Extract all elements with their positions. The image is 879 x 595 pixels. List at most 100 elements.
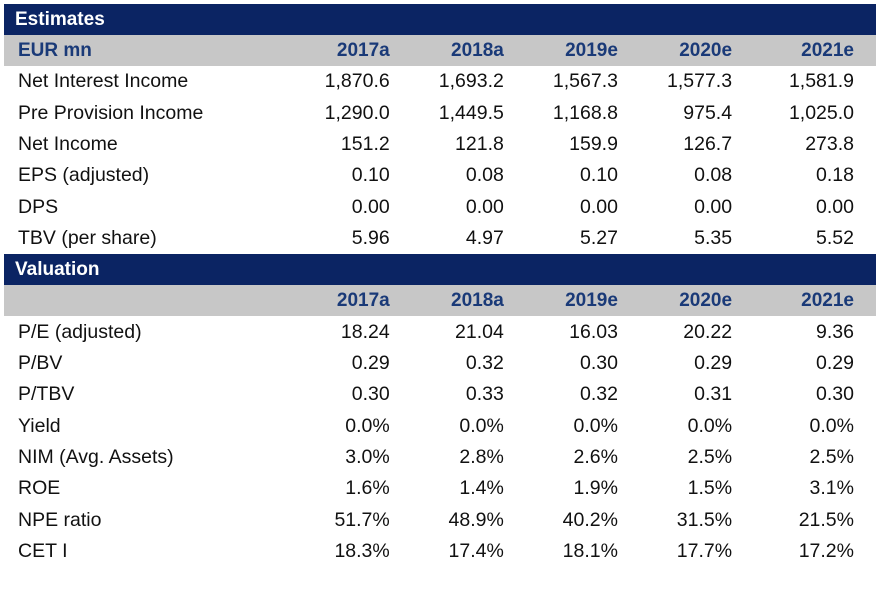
table-row: TBV (per share) 5.96 4.97 5.27 5.35 5.52	[4, 223, 876, 254]
valuation-section-title: Valuation	[4, 254, 876, 286]
table-cell: 4.97	[465, 227, 504, 250]
table-row: Net Income 151.2 121.8 159.9 126.7 273.8	[4, 129, 876, 160]
row-label: DPS	[18, 195, 59, 218]
table-cell: 0.00	[580, 195, 618, 218]
table-cell: 3.1%	[809, 477, 854, 500]
column-header: 2018a	[451, 289, 504, 311]
column-header: 2019e	[565, 39, 618, 61]
estimates-column-header-row: EUR mn 2017a 2018a 2019e 2020e 2021e	[4, 35, 876, 66]
table-cell: 121.8	[455, 132, 504, 155]
table-cell: 0.10	[580, 164, 618, 187]
table-cell: 1,025.0	[788, 101, 854, 124]
row-label: NIM (Avg. Assets)	[18, 446, 174, 469]
table-cell: 0.29	[351, 351, 390, 374]
table-cell: 18.1%	[562, 540, 618, 563]
table-cell: 0.29	[694, 351, 733, 374]
row-label: ROE	[18, 477, 61, 500]
table-cell: 1,449.5	[438, 101, 504, 124]
table-cell: 3.0%	[345, 446, 390, 469]
table-cell: 0.30	[816, 383, 854, 406]
table-cell: 18.24	[340, 320, 390, 343]
table-cell: 1,581.9	[788, 70, 854, 93]
table-cell: 1,693.2	[438, 70, 504, 93]
table-cell: 51.7%	[334, 508, 390, 531]
row-label: P/E (adjusted)	[18, 320, 142, 343]
table-cell: 17.7%	[676, 540, 733, 563]
table-row: P/BV 0.29 0.32 0.30 0.29 0.29	[4, 348, 876, 379]
table-cell: 17.2%	[798, 540, 854, 563]
table-cell: 159.9	[569, 132, 618, 155]
table-row: ROE 1.6% 1.4% 1.9% 1.5% 3.1%	[4, 473, 876, 504]
table-cell: 975.4	[683, 101, 733, 124]
table-cell: 2.6%	[573, 446, 618, 469]
table-cell: 18.3%	[334, 540, 390, 563]
table-cell: 0.32	[465, 351, 504, 374]
table-cell: 1,290.0	[324, 101, 390, 124]
table-row: Pre Provision Income 1,290.0 1,449.5 1,168.…	[4, 97, 876, 128]
table-row: Net Interest Income 1,870.6 1,693.2 1,567.3…	[4, 66, 876, 97]
table-cell: 0.08	[465, 164, 504, 187]
estimates-section-title: Estimates	[4, 4, 876, 35]
financial-summary-table: Estimates EUR mn 2017a 2018a 2019e 2020e…	[4, 4, 876, 567]
table-cell: 2.8%	[459, 446, 504, 469]
table-cell: 1.9%	[573, 477, 618, 500]
table-cell: 1.6%	[345, 477, 390, 500]
row-label: TBV (per share)	[18, 227, 157, 250]
table-cell: 0.29	[816, 351, 854, 374]
table-cell: 17.4%	[448, 540, 504, 563]
table-cell: 0.32	[580, 383, 618, 406]
table-row: P/TBV 0.30 0.33 0.32 0.31 0.30	[4, 379, 876, 410]
table-cell: 9.36	[816, 320, 854, 343]
table-cell: 273.8	[805, 132, 854, 155]
table-cell: 5.96	[351, 227, 390, 250]
row-label: P/TBV	[18, 383, 75, 406]
column-header: 2020e	[679, 289, 733, 311]
table-cell: 21.5%	[798, 508, 854, 531]
table-row: EPS (adjusted) 0.10 0.08 0.10 0.08 0.18	[4, 160, 876, 191]
table-cell: 1,168.8	[552, 101, 618, 124]
table-cell: 2.5%	[809, 446, 854, 469]
column-header: 2017a	[336, 289, 390, 311]
table-cell: 5.27	[580, 227, 618, 250]
table-cell: 126.7	[683, 132, 733, 155]
table-cell: 0.0%	[345, 414, 390, 437]
table-cell: 2.5%	[687, 446, 733, 469]
row-label: CET I	[18, 540, 68, 563]
table-cell: 40.2%	[562, 508, 618, 531]
table-cell: 0.0%	[809, 414, 854, 437]
row-label: EPS (adjusted)	[18, 164, 150, 187]
column-header: 2019e	[565, 289, 618, 311]
table-cell: 5.35	[694, 227, 733, 250]
table-cell: 0.00	[694, 195, 733, 218]
table-cell: 0.10	[351, 164, 390, 187]
table-cell: 0.30	[351, 383, 390, 406]
table-cell: 1.5%	[687, 477, 733, 500]
row-label: Pre Provision Income	[18, 101, 204, 124]
table-cell: 151.2	[340, 132, 390, 155]
column-header: 2017a	[336, 39, 390, 61]
table-cell: 48.9%	[448, 508, 504, 531]
table-row: NIM (Avg. Assets) 3.0% 2.8% 2.6% 2.5% 2.5%	[4, 442, 876, 473]
table-cell: 16.03	[569, 320, 618, 343]
table-row: P/E (adjusted) 18.24 21.04 16.03 20.22 9.36	[4, 316, 876, 347]
column-header: 2021e	[801, 39, 854, 61]
column-header: 2018a	[451, 39, 504, 61]
table-cell: 1,567.3	[552, 70, 618, 93]
table-cell: 0.00	[816, 195, 854, 218]
table-cell: 1,870.6	[324, 70, 390, 93]
column-header: 2020e	[679, 39, 733, 61]
row-label: Net Income	[18, 132, 118, 155]
table-cell: 5.52	[816, 227, 854, 250]
unit-label: EUR mn	[18, 39, 92, 61]
row-label: Net Interest Income	[18, 70, 189, 93]
table-cell: 0.0%	[573, 414, 618, 437]
estimates-table-body: Net Interest Income 1,870.6 1,693.2 1,567.3…	[4, 66, 876, 254]
table-cell: 0.08	[694, 164, 733, 187]
table-cell: 21.04	[455, 320, 504, 343]
table-cell: 0.0%	[687, 414, 733, 437]
table-cell: 0.0%	[459, 414, 504, 437]
row-label: P/BV	[18, 351, 63, 374]
table-cell: 0.31	[694, 383, 733, 406]
row-label: NPE ratio	[18, 508, 102, 531]
table-cell: 0.00	[351, 195, 390, 218]
